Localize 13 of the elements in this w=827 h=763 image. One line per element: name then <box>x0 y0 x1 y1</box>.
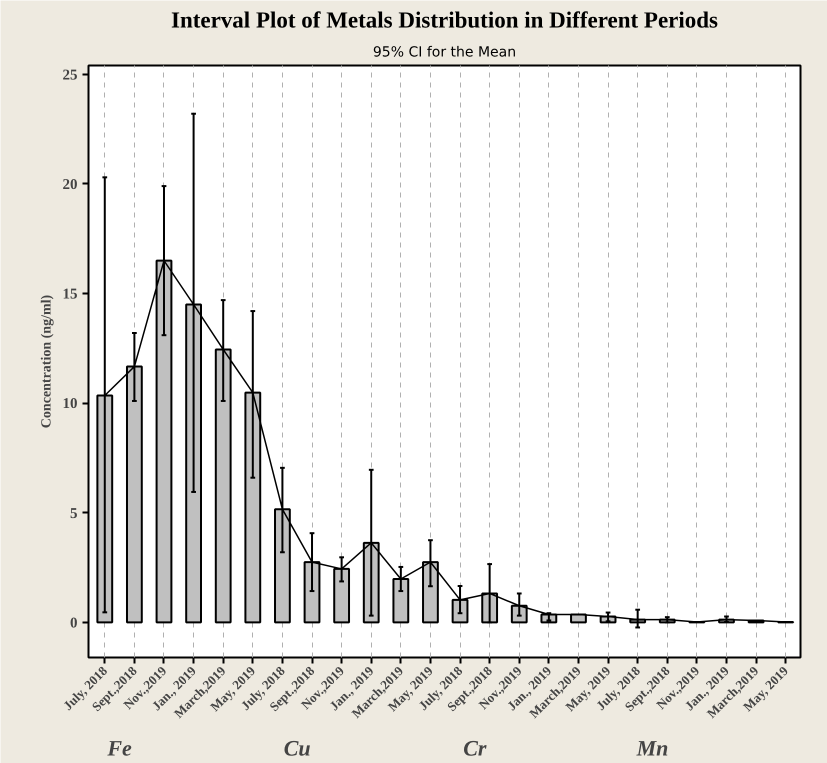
text: Cr <box>463 736 487 760</box>
text: Fe <box>106 736 132 760</box>
y-tick-label: 20 <box>62 176 78 193</box>
y-tick-label: 15 <box>62 286 78 303</box>
chart-subtitle: 95% CI for the Mean <box>372 44 516 60</box>
y-tick-label: 0 <box>70 615 78 632</box>
text: Cu <box>284 736 311 760</box>
chart-title: Interval Plot of Metals Distribution in Different Periods <box>170 8 718 32</box>
y-tick-label: 5 <box>70 506 78 522</box>
y-tick-label: 10 <box>62 396 78 412</box>
y-axis-title: Concentration (ng/ml) <box>40 294 54 428</box>
y-tick-label: 25 <box>62 67 78 84</box>
text: Mn <box>636 736 668 760</box>
